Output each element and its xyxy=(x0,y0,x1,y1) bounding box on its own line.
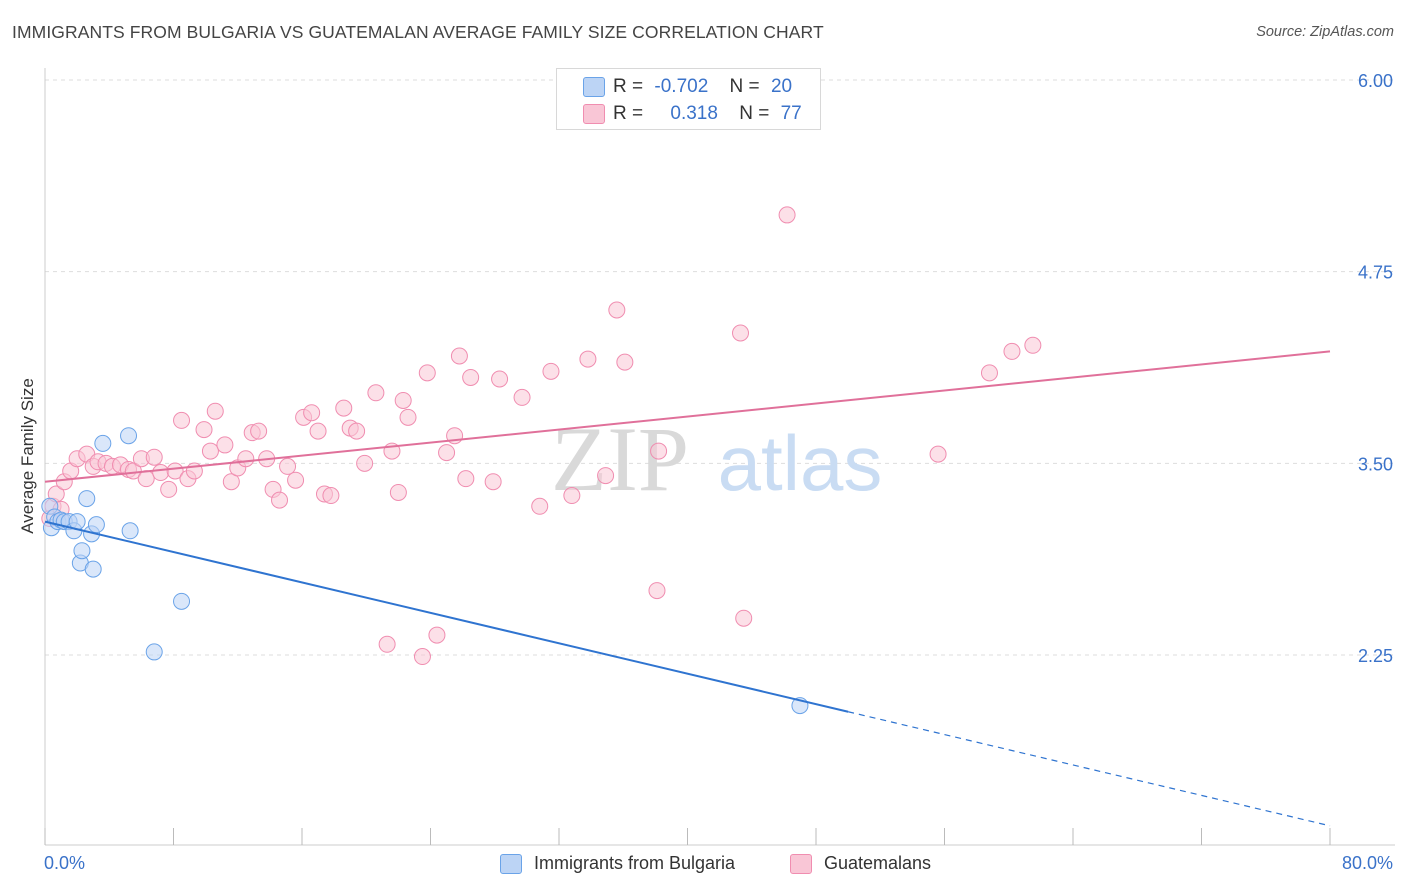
bulgaria-point xyxy=(84,560,102,578)
tick-labels: 2.25 3.50 4.75 6.00 0.0% 80.0% xyxy=(44,71,1393,873)
guatemalans-point xyxy=(735,609,753,627)
guatemalans-point xyxy=(650,442,668,460)
guatemalans-point xyxy=(166,462,184,480)
bulgaria-trend-extension xyxy=(847,711,1331,827)
guatemalans-point xyxy=(579,350,597,368)
guatemalans-point xyxy=(1024,336,1042,354)
guatemalans-point xyxy=(428,626,446,644)
legend-r-label: R = xyxy=(613,103,644,124)
legend-n-value-bulgaria: 20 xyxy=(770,76,793,97)
y-tick-label: 3.50 xyxy=(1358,454,1393,474)
series-legend: Immigrants from Bulgaria Guatemalans xyxy=(0,853,1406,877)
guatemalans-point xyxy=(597,467,615,485)
axis-layer xyxy=(44,68,1395,846)
trend-lines xyxy=(44,350,1331,827)
guatemalans-point xyxy=(513,388,531,406)
guatemalans-point xyxy=(616,353,634,371)
guatemalans-point xyxy=(356,454,374,472)
guatemalans-point xyxy=(145,448,163,466)
guatemalans-point xyxy=(438,444,456,462)
guatemalans-point xyxy=(648,582,666,600)
x-tick-label: 0.0% xyxy=(44,853,85,873)
guatemalans-point xyxy=(418,364,436,382)
guatemalans-points xyxy=(41,206,1042,666)
legend-r-label: R = xyxy=(613,76,644,97)
y-tick-label: 6.00 xyxy=(1358,71,1393,91)
legend-swatch-bulgaria xyxy=(500,853,522,874)
guatemalans-point xyxy=(531,497,549,515)
chart-title: IMMIGRANTS FROM BULGARIA VS GUATEMALAN A… xyxy=(12,22,824,42)
correlation-legend: R = -0.702 N = 20 R = 0.318 N = 77 xyxy=(556,68,821,130)
legend-n-label: N = xyxy=(729,76,760,97)
guatemalans-point xyxy=(237,450,255,468)
bulgaria-point xyxy=(120,427,138,445)
guatemalans-point xyxy=(413,648,431,666)
bulgaria-point xyxy=(73,542,91,560)
guatemalans-point xyxy=(980,364,998,382)
guatemalans-point xyxy=(457,470,475,488)
bulgaria-point xyxy=(94,434,112,452)
x-tick-label: 80.0% xyxy=(1342,853,1393,873)
watermark: ZIP atlas xyxy=(551,408,882,510)
guatemalans-point xyxy=(287,471,305,489)
y-axis-label: Average Family Size xyxy=(18,378,37,534)
legend-item-bulgaria: Immigrants from Bulgaria xyxy=(500,853,735,874)
guatemalans-point xyxy=(173,411,191,429)
guatemalans-point xyxy=(303,404,321,422)
guatemalans-point xyxy=(367,384,385,402)
guatemalans-point xyxy=(389,483,407,501)
watermark-atlas: atlas xyxy=(718,419,883,507)
bulgaria-point xyxy=(173,592,191,610)
legend-swatch-guatemalans xyxy=(790,853,812,874)
guatemalans-point xyxy=(732,324,750,342)
guatemalans-point xyxy=(563,487,581,505)
legend-n-label: N = xyxy=(739,103,770,124)
source-label: Source: ZipAtlas.com xyxy=(1256,24,1394,40)
legend-label-bulgaria: Immigrants from Bulgaria xyxy=(534,853,736,873)
bulgaria-trend-line xyxy=(44,520,849,713)
guatemalans-point xyxy=(491,370,509,388)
guatemalans-point xyxy=(484,473,502,491)
guatemalans-point xyxy=(152,464,170,482)
bulgaria-point xyxy=(145,643,163,661)
guatemalans-point xyxy=(378,635,396,653)
guatemalans-point xyxy=(348,422,366,440)
legend-swatch-bulgaria xyxy=(583,77,605,97)
legend-r-value-bulgaria: -0.702 xyxy=(654,76,709,97)
guatemalans-point xyxy=(778,206,796,224)
guatemalans-trend-line xyxy=(44,350,1331,483)
guatemalans-point xyxy=(322,487,340,505)
legend-label-guatemalans: Guatemalans xyxy=(824,853,932,873)
legend-swatch-guatemalans xyxy=(583,104,605,124)
guatemalans-point xyxy=(137,470,155,488)
guatemalans-point xyxy=(462,368,480,386)
bulgaria-point xyxy=(121,522,139,540)
guatemalans-point xyxy=(250,422,268,440)
guatemalans-point xyxy=(335,399,353,417)
guatemalans-point xyxy=(608,301,626,319)
guatemalans-point xyxy=(279,457,297,475)
guatemalans-point xyxy=(394,391,412,409)
legend-r-value-guatemalans: 0.318 xyxy=(670,103,718,124)
guatemalans-point xyxy=(195,421,213,439)
y-tick-label: 4.75 xyxy=(1358,263,1393,283)
guatemalans-point xyxy=(450,347,468,365)
bulgaria-point xyxy=(78,490,96,508)
legend-n-value-guatemalans: 77 xyxy=(780,103,802,124)
guatemalans-point xyxy=(309,422,327,440)
legend-item-guatemalans: Guatemalans xyxy=(790,853,931,874)
guatemalans-point xyxy=(206,402,224,420)
guatemalans-point xyxy=(542,362,560,380)
guatemalans-point xyxy=(222,473,240,491)
guatemalans-point xyxy=(216,436,234,454)
guatemalans-point xyxy=(271,491,289,509)
bulgaria-point xyxy=(87,516,105,534)
guatemalans-point xyxy=(201,442,219,460)
guatemalans-point xyxy=(160,480,178,498)
y-tick-label: 2.25 xyxy=(1358,646,1393,666)
guatemalans-point xyxy=(399,408,417,426)
guatemalans-point xyxy=(1003,342,1021,360)
guatemalans-point xyxy=(929,445,947,463)
